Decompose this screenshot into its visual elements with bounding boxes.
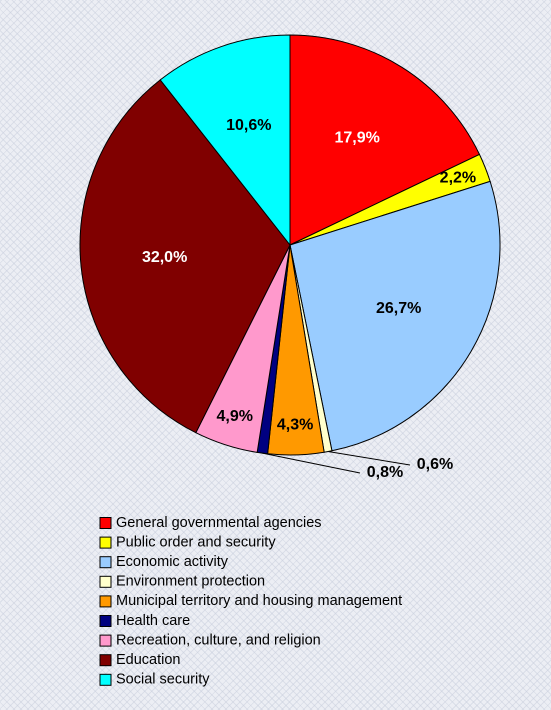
pie-slice [289,34,481,246]
legend-label: General governmental agencies [116,515,322,531]
legend-label: Health care [116,613,190,629]
legend-swatch [99,556,112,569]
legend-label: Public order and security [116,534,276,550]
legend-swatch [99,654,112,667]
legend-label: Social security [116,672,210,688]
slice-label: 2,2% [440,170,476,187]
pie-slice [79,79,291,434]
legend-swatch [99,615,112,627]
legend-label: Economic activity [116,554,229,570]
legend-swatch [99,634,112,647]
leader-line [262,452,361,474]
legend-label: Municipal territory and housing manageme… [116,593,402,609]
slice-label: 4,9% [216,408,252,425]
legend-label: Environment protection [116,574,265,590]
slice-label: 32,0% [142,249,187,266]
leader-line [327,451,411,466]
slice-label: 0,8% [367,464,403,481]
legend-swatch [99,517,112,529]
slice-label: 26,7% [376,300,421,317]
legend-swatch [99,673,112,686]
legend-swatch [99,595,112,608]
legend-swatch [99,536,112,549]
legend-swatch [99,575,112,588]
slice-label: 17,9% [334,130,379,147]
slice-label: 0,6% [417,456,453,473]
legend-label: Education [116,652,181,668]
pie-slice [159,34,291,247]
slice-label: 10,6% [226,117,271,134]
pie-slice [289,180,501,452]
slice-label: 4,3% [277,417,313,434]
legend-label: Recreation, culture, and religion [116,632,321,648]
